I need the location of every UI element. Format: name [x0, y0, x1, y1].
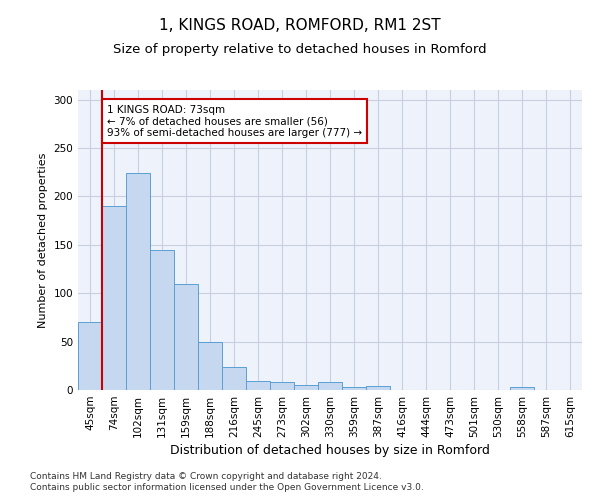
- Text: 1, KINGS ROAD, ROMFORD, RM1 2ST: 1, KINGS ROAD, ROMFORD, RM1 2ST: [159, 18, 441, 32]
- Bar: [102, 206, 126, 390]
- Text: 1 KINGS ROAD: 73sqm
← 7% of detached houses are smaller (56)
93% of semi-detache: 1 KINGS ROAD: 73sqm ← 7% of detached hou…: [107, 104, 362, 138]
- Bar: [126, 173, 150, 390]
- Bar: [150, 250, 174, 390]
- Text: Size of property relative to detached houses in Romford: Size of property relative to detached ho…: [113, 42, 487, 56]
- X-axis label: Distribution of detached houses by size in Romford: Distribution of detached houses by size …: [170, 444, 490, 457]
- Bar: [318, 382, 342, 390]
- Bar: [78, 322, 102, 390]
- Y-axis label: Number of detached properties: Number of detached properties: [38, 152, 48, 328]
- Bar: [174, 284, 198, 390]
- Bar: [198, 342, 222, 390]
- Bar: [294, 385, 318, 390]
- Bar: [510, 387, 534, 390]
- Text: Contains HM Land Registry data © Crown copyright and database right 2024.: Contains HM Land Registry data © Crown c…: [30, 472, 382, 481]
- Bar: [222, 367, 246, 390]
- Bar: [270, 382, 294, 390]
- Text: Contains public sector information licensed under the Open Government Licence v3: Contains public sector information licen…: [30, 484, 424, 492]
- Bar: [366, 386, 390, 390]
- Bar: [246, 382, 270, 390]
- Bar: [342, 387, 366, 390]
